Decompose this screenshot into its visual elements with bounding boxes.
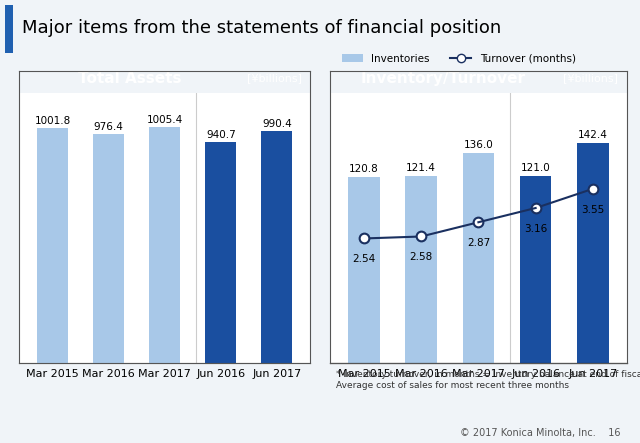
Text: 2.54: 2.54 bbox=[352, 254, 376, 264]
Bar bbox=[577, 144, 609, 363]
Text: Inventory/Turnover: Inventory/Turnover bbox=[360, 70, 525, 85]
Bar bbox=[37, 128, 68, 363]
Text: [¥billions]: [¥billions] bbox=[246, 73, 301, 83]
Text: 121.4: 121.4 bbox=[406, 163, 436, 173]
Text: 120.8: 120.8 bbox=[349, 163, 379, 174]
Bar bbox=[463, 153, 494, 363]
Text: Total Assets: Total Assets bbox=[78, 70, 182, 85]
Text: 1001.8: 1001.8 bbox=[35, 116, 71, 126]
Text: 3.55: 3.55 bbox=[581, 205, 605, 214]
Bar bbox=[348, 177, 380, 363]
Text: 136.0: 136.0 bbox=[463, 140, 493, 150]
Legend: Inventories, Turnover (months): Inventories, Turnover (months) bbox=[338, 50, 580, 68]
Bar bbox=[405, 176, 437, 363]
Text: 976.4: 976.4 bbox=[94, 122, 124, 132]
Text: 990.4: 990.4 bbox=[262, 119, 292, 128]
Bar bbox=[93, 134, 124, 363]
Text: 121.0: 121.0 bbox=[521, 163, 550, 173]
Bar bbox=[205, 142, 236, 363]
Text: 142.4: 142.4 bbox=[578, 130, 608, 140]
Text: Major items from the statements of financial position: Major items from the statements of finan… bbox=[22, 19, 502, 37]
Bar bbox=[520, 176, 552, 363]
Bar bbox=[261, 131, 292, 363]
Text: 1005.4: 1005.4 bbox=[147, 115, 183, 125]
Text: © 2017 Konica Minolta, Inc.    16: © 2017 Konica Minolta, Inc. 16 bbox=[460, 428, 621, 438]
FancyBboxPatch shape bbox=[5, 4, 13, 53]
Text: 2.58: 2.58 bbox=[410, 252, 433, 262]
Text: [¥billions]: [¥billions] bbox=[563, 73, 618, 83]
Text: 3.16: 3.16 bbox=[524, 224, 547, 234]
Text: * Inventory turnover, in months = Inventory balance at end of fiscal year /
Aver: * Inventory turnover, in months = Invent… bbox=[335, 370, 640, 390]
Text: 2.87: 2.87 bbox=[467, 238, 490, 248]
Text: 940.7: 940.7 bbox=[206, 130, 236, 140]
Bar bbox=[149, 127, 180, 363]
